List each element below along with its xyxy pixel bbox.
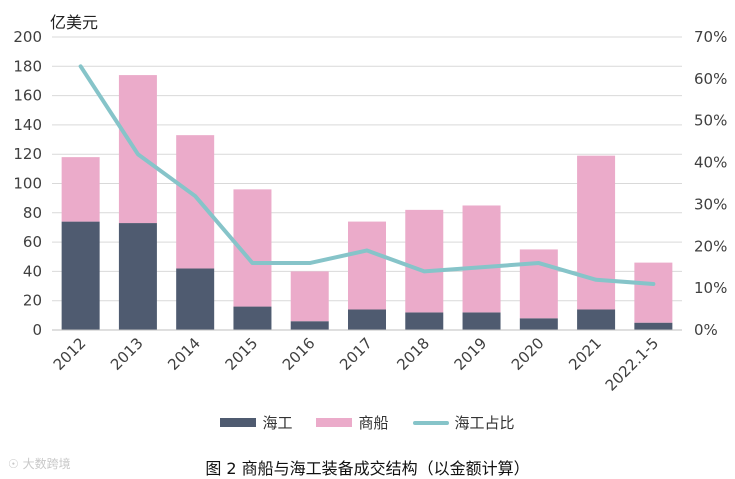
y-left-tick-label: 0 xyxy=(32,321,42,339)
x-tick-label: 2015 xyxy=(222,334,262,374)
bar-shangchuan xyxy=(119,75,157,223)
legend-label-shangchuan: 商船 xyxy=(358,412,388,433)
x-tick-label: 2019 xyxy=(451,334,491,374)
bar-haigong xyxy=(233,307,271,330)
y-left-tick-label: 140 xyxy=(13,116,42,134)
legend-swatch-shangchuan xyxy=(316,418,352,427)
y-right-tick-label: 50% xyxy=(694,112,727,130)
y-left-tick-label: 40 xyxy=(23,262,42,280)
bar-haigong xyxy=(176,268,214,330)
bar-shangchuan xyxy=(520,249,558,318)
legend-swatch-share xyxy=(413,421,449,425)
y-right-tick-label: 70% xyxy=(694,28,727,46)
y-right-tick-label: 20% xyxy=(694,237,727,255)
bar-haigong xyxy=(463,312,501,330)
x-tick-label: 2014 xyxy=(164,334,204,374)
x-tick-label: 2013 xyxy=(107,334,147,374)
bar-haigong xyxy=(62,222,100,330)
y-right-tick-label: 60% xyxy=(694,70,727,88)
series-line-share xyxy=(81,66,654,284)
x-tick-label: 2017 xyxy=(336,334,376,374)
legend-item-shangchuan: 商船 xyxy=(316,412,388,433)
legend-swatch-haigong xyxy=(220,418,256,427)
bar-haigong xyxy=(119,223,157,330)
y-left-tick-label: 200 xyxy=(13,28,42,46)
chart-svg: 0 20 40 60 80 100 120 140 160 180 200 0% 10% 20% 30% 40… xyxy=(0,0,735,410)
x-tick-label: 2022.1-5 xyxy=(602,334,662,394)
bar-haigong xyxy=(291,321,329,330)
y-left-tick-label: 20 xyxy=(23,292,42,310)
bar-haigong xyxy=(405,312,443,330)
bar-haigong xyxy=(577,309,615,330)
bar-shangchuan xyxy=(291,271,329,321)
bar-haigong xyxy=(520,318,558,330)
legend-label-haigong: 海工 xyxy=(262,412,292,433)
bar-shangchuan xyxy=(405,210,443,313)
y-left-tick-label: 100 xyxy=(13,175,42,193)
bar-haigong xyxy=(348,309,386,330)
y-right-tick-label: 40% xyxy=(694,154,727,172)
y-right-tick-label: 0% xyxy=(694,321,718,339)
y-left-tick-label: 80 xyxy=(23,204,42,222)
y-right-tick-label: 30% xyxy=(694,195,727,213)
figure-caption: 图 2 商船与海工装备成交结构（以金额计算） xyxy=(0,455,735,479)
x-tick-label: 2021 xyxy=(565,334,605,374)
legend: 海工 商船 海工占比 xyxy=(0,412,735,433)
x-tick-label: 2020 xyxy=(508,334,548,374)
bar-shangchuan xyxy=(62,157,100,221)
bar-shangchuan xyxy=(463,205,501,312)
bar-shangchuan xyxy=(176,135,214,268)
y-left-tick-label: 60 xyxy=(23,233,42,251)
y-right-tick-label: 10% xyxy=(694,279,727,297)
x-tick-label: 2016 xyxy=(279,334,319,374)
y-left-tick-label: 180 xyxy=(13,57,42,75)
bar-shangchuan xyxy=(348,222,386,310)
legend-item-share: 海工占比 xyxy=(413,412,515,433)
x-tick-label: 2012 xyxy=(50,334,90,374)
legend-item-haigong: 海工 xyxy=(220,412,292,433)
y-left-tick-label: 120 xyxy=(13,145,42,163)
y-left-tick-label: 160 xyxy=(13,87,42,105)
legend-label-share: 海工占比 xyxy=(455,412,515,433)
bar-shangchuan xyxy=(577,156,615,310)
x-tick-label: 2018 xyxy=(393,334,433,374)
y-axis-unit-label: 亿美元 xyxy=(50,9,98,33)
bar-haigong xyxy=(634,323,672,330)
bar-shangchuan xyxy=(634,263,672,323)
